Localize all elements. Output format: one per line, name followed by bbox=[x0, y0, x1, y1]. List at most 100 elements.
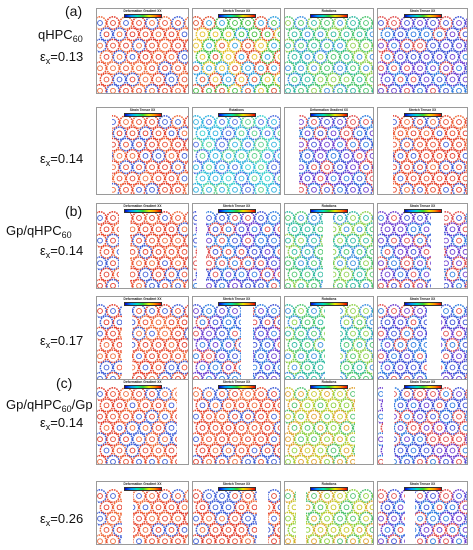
cage-core bbox=[397, 402, 404, 409]
fullerene-cage bbox=[439, 511, 453, 526]
fullerene-cage bbox=[393, 315, 408, 330]
cage-core bbox=[304, 271, 311, 278]
fullerene-cage bbox=[465, 373, 467, 379]
fullerene-cage bbox=[406, 126, 421, 141]
cage-core bbox=[277, 226, 280, 233]
cage-core bbox=[271, 282, 277, 288]
fullerene-cage bbox=[151, 420, 166, 435]
fullerene-cage bbox=[247, 72, 262, 87]
fullerene-cage bbox=[465, 389, 467, 399]
fullerene-cage bbox=[307, 349, 321, 364]
fullerene-cage bbox=[260, 337, 275, 352]
cage-core bbox=[436, 402, 443, 409]
fullerene-cage bbox=[247, 171, 262, 186]
fullerene-cage bbox=[241, 256, 255, 271]
cage-core bbox=[129, 175, 136, 182]
fullerene-cage bbox=[294, 387, 308, 401]
cage-core bbox=[311, 330, 317, 337]
cage-core bbox=[123, 141, 129, 148]
fullerene-cage bbox=[400, 256, 414, 271]
fullerene-cage bbox=[97, 349, 107, 364]
fullerene-cage bbox=[380, 49, 395, 64]
cage-core bbox=[97, 87, 103, 93]
fullerene-cage bbox=[195, 27, 210, 42]
fullerene-cage bbox=[333, 511, 347, 526]
fullerene-cage bbox=[208, 398, 223, 413]
cage-core bbox=[123, 65, 129, 72]
cage-core bbox=[97, 493, 103, 499]
cage-core bbox=[456, 308, 462, 314]
cage-core bbox=[363, 282, 369, 288]
fullerene-cage bbox=[273, 420, 280, 435]
strain-symbol: ε bbox=[40, 333, 46, 348]
colorbar bbox=[310, 14, 348, 18]
cage-core bbox=[238, 31, 245, 38]
cage-core bbox=[456, 282, 462, 288]
fullerene-cage bbox=[339, 398, 354, 413]
cage-core bbox=[251, 447, 258, 454]
fullerene-cage bbox=[359, 326, 373, 341]
fullerene-cage bbox=[413, 432, 427, 447]
fullerene-cage bbox=[365, 360, 373, 375]
fullerene-cage bbox=[413, 387, 427, 401]
fullerene-cage bbox=[158, 137, 172, 152]
cage-core bbox=[369, 504, 373, 511]
fracture-gap bbox=[240, 297, 254, 379]
fullerene-cage bbox=[445, 148, 460, 163]
fullerene-cage bbox=[215, 432, 229, 447]
fullerene-cage bbox=[419, 72, 434, 87]
fullerene-cage bbox=[294, 304, 308, 318]
fracture-gap bbox=[118, 204, 130, 288]
fullerene-cage bbox=[132, 38, 146, 53]
cage-core bbox=[181, 527, 188, 533]
cage-core bbox=[232, 87, 238, 93]
fullerene-cage bbox=[221, 360, 236, 375]
fullerene-cage bbox=[359, 16, 373, 30]
cage-core bbox=[298, 353, 304, 360]
fullerene-cage bbox=[234, 72, 249, 87]
fullerene-cage bbox=[320, 182, 334, 194]
cage-core bbox=[212, 527, 219, 533]
fullerene-cage bbox=[195, 171, 210, 186]
fullerene-cage bbox=[387, 16, 401, 30]
cage-core bbox=[97, 515, 103, 522]
cage-core bbox=[417, 65, 423, 72]
cage-core bbox=[356, 76, 363, 83]
fullerene-cage bbox=[285, 233, 295, 248]
cage-core bbox=[155, 153, 162, 159]
fullerene-cage bbox=[326, 27, 341, 42]
fullerene-cage bbox=[445, 171, 460, 186]
cage-core bbox=[311, 119, 317, 125]
cage-core bbox=[219, 538, 225, 544]
cage-core bbox=[277, 402, 280, 409]
cage-core bbox=[206, 515, 212, 522]
cage-core bbox=[350, 237, 356, 244]
simulation-panel: Rotations bbox=[284, 8, 374, 94]
cage-core bbox=[136, 538, 142, 544]
cage-core bbox=[168, 425, 175, 431]
fullerene-cage bbox=[465, 258, 467, 269]
cage-core bbox=[238, 447, 245, 454]
fullerene-cage bbox=[247, 49, 262, 64]
fullerene-cage bbox=[215, 326, 229, 341]
fullerene-cage bbox=[151, 500, 166, 515]
cage-core bbox=[449, 342, 456, 348]
fullerene-cage bbox=[326, 443, 341, 458]
cage-core bbox=[232, 186, 238, 193]
cage-core bbox=[199, 402, 206, 409]
cage-core bbox=[369, 249, 373, 255]
fullerene-cage bbox=[221, 420, 236, 435]
cage-core bbox=[142, 402, 149, 409]
fullerene-cage bbox=[307, 387, 321, 401]
fullerene-cage bbox=[320, 16, 334, 30]
colorbar bbox=[403, 385, 442, 389]
cage-core bbox=[136, 391, 142, 397]
cage-core bbox=[142, 249, 149, 255]
cage-core bbox=[251, 504, 258, 511]
cage-core bbox=[404, 87, 410, 93]
cage-core bbox=[456, 515, 462, 522]
cage-core bbox=[162, 282, 168, 288]
cage-core bbox=[212, 130, 219, 137]
fullerene-cage bbox=[171, 160, 185, 175]
fullerene-cage bbox=[132, 211, 146, 225]
